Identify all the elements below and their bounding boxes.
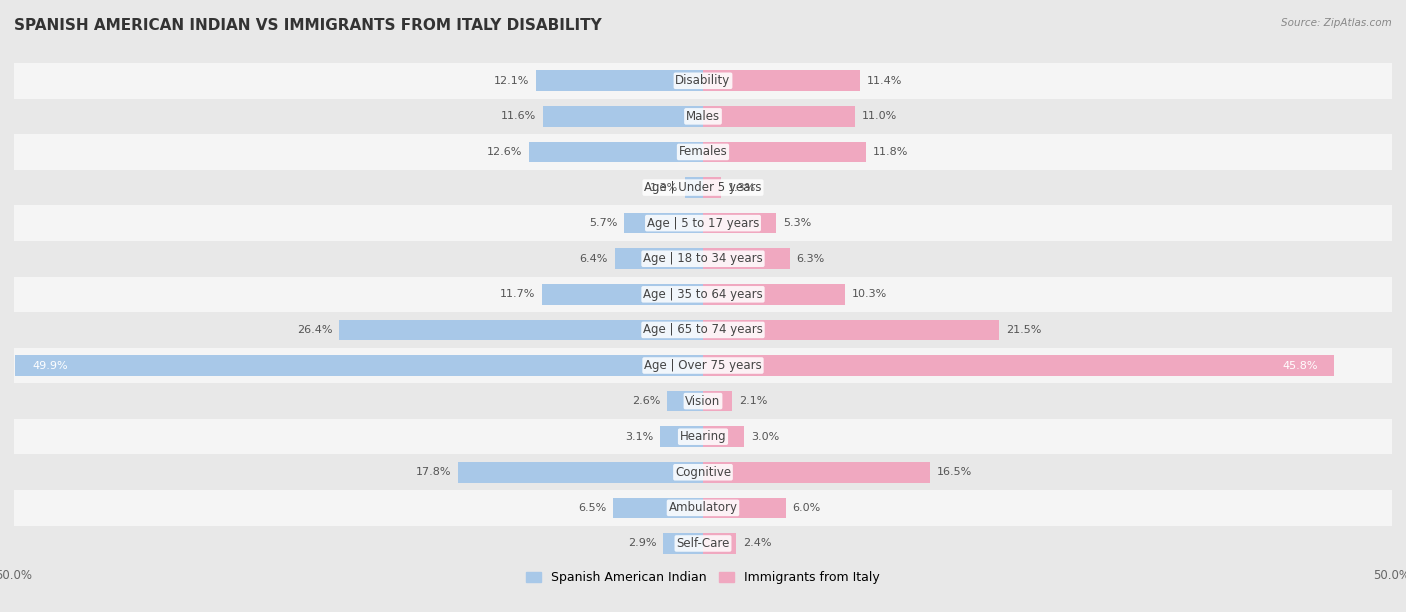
Text: Vision: Vision: [685, 395, 721, 408]
Text: 49.9%: 49.9%: [32, 360, 67, 370]
Bar: [668, 391, 703, 411]
Bar: [614, 248, 703, 269]
Bar: [543, 106, 703, 127]
Bar: [339, 319, 703, 340]
Bar: [703, 141, 866, 162]
Text: 6.5%: 6.5%: [578, 503, 606, 513]
Bar: [14, 241, 1392, 277]
Bar: [703, 213, 776, 233]
Bar: [458, 462, 703, 483]
Bar: [664, 533, 703, 554]
Text: Age | 65 to 74 years: Age | 65 to 74 years: [643, 323, 763, 337]
Bar: [703, 106, 855, 127]
Bar: [703, 248, 790, 269]
Text: 3.1%: 3.1%: [626, 431, 654, 442]
Text: 16.5%: 16.5%: [938, 468, 973, 477]
Bar: [14, 455, 1392, 490]
Text: Age | 18 to 34 years: Age | 18 to 34 years: [643, 252, 763, 265]
Text: Hearing: Hearing: [679, 430, 727, 443]
Text: 6.3%: 6.3%: [797, 254, 825, 264]
Bar: [703, 319, 1000, 340]
Text: 21.5%: 21.5%: [1007, 325, 1042, 335]
Bar: [14, 134, 1392, 170]
Text: Age | Over 75 years: Age | Over 75 years: [644, 359, 762, 372]
Bar: [14, 277, 1392, 312]
Text: 1.3%: 1.3%: [650, 182, 678, 193]
Bar: [15, 355, 703, 376]
Text: Self-Care: Self-Care: [676, 537, 730, 550]
Bar: [703, 391, 733, 411]
Text: 1.3%: 1.3%: [728, 182, 756, 193]
Bar: [624, 213, 703, 233]
Text: Age | Under 5 years: Age | Under 5 years: [644, 181, 762, 194]
Bar: [14, 206, 1392, 241]
Text: 11.0%: 11.0%: [862, 111, 897, 121]
Text: Females: Females: [679, 146, 727, 159]
Bar: [613, 498, 703, 518]
Bar: [703, 284, 845, 305]
Text: 2.9%: 2.9%: [627, 539, 657, 548]
Bar: [14, 63, 1392, 99]
Text: 2.4%: 2.4%: [742, 539, 772, 548]
Text: 45.8%: 45.8%: [1282, 360, 1317, 370]
Bar: [14, 526, 1392, 561]
Text: 5.3%: 5.3%: [783, 218, 811, 228]
Text: Source: ZipAtlas.com: Source: ZipAtlas.com: [1281, 18, 1392, 28]
Text: 12.1%: 12.1%: [494, 76, 530, 86]
Text: 2.6%: 2.6%: [631, 396, 661, 406]
Text: 3.0%: 3.0%: [751, 431, 779, 442]
Bar: [703, 355, 1334, 376]
Text: 10.3%: 10.3%: [852, 289, 887, 299]
Text: 12.6%: 12.6%: [486, 147, 523, 157]
Bar: [14, 170, 1392, 206]
Bar: [530, 141, 703, 162]
Text: 5.7%: 5.7%: [589, 218, 617, 228]
Text: 17.8%: 17.8%: [415, 468, 451, 477]
Legend: Spanish American Indian, Immigrants from Italy: Spanish American Indian, Immigrants from…: [522, 567, 884, 589]
Text: Ambulatory: Ambulatory: [668, 501, 738, 514]
Bar: [703, 462, 931, 483]
Bar: [14, 383, 1392, 419]
Bar: [703, 177, 721, 198]
Bar: [14, 99, 1392, 134]
Text: 11.7%: 11.7%: [499, 289, 534, 299]
Bar: [14, 490, 1392, 526]
Bar: [14, 312, 1392, 348]
Text: 6.4%: 6.4%: [579, 254, 607, 264]
Bar: [703, 70, 860, 91]
Text: Disability: Disability: [675, 74, 731, 88]
Text: Age | 35 to 64 years: Age | 35 to 64 years: [643, 288, 763, 301]
Bar: [14, 419, 1392, 455]
Bar: [536, 70, 703, 91]
Text: Males: Males: [686, 110, 720, 123]
Text: Cognitive: Cognitive: [675, 466, 731, 479]
Text: 11.8%: 11.8%: [873, 147, 908, 157]
Text: 11.6%: 11.6%: [501, 111, 536, 121]
Text: 11.4%: 11.4%: [868, 76, 903, 86]
Bar: [661, 427, 703, 447]
Bar: [703, 427, 744, 447]
Text: 6.0%: 6.0%: [793, 503, 821, 513]
Bar: [703, 533, 737, 554]
Text: Age | 5 to 17 years: Age | 5 to 17 years: [647, 217, 759, 230]
Bar: [703, 498, 786, 518]
Text: 2.1%: 2.1%: [738, 396, 768, 406]
Text: SPANISH AMERICAN INDIAN VS IMMIGRANTS FROM ITALY DISABILITY: SPANISH AMERICAN INDIAN VS IMMIGRANTS FR…: [14, 18, 602, 34]
Text: 26.4%: 26.4%: [297, 325, 332, 335]
Bar: [685, 177, 703, 198]
Bar: [541, 284, 703, 305]
Bar: [14, 348, 1392, 383]
